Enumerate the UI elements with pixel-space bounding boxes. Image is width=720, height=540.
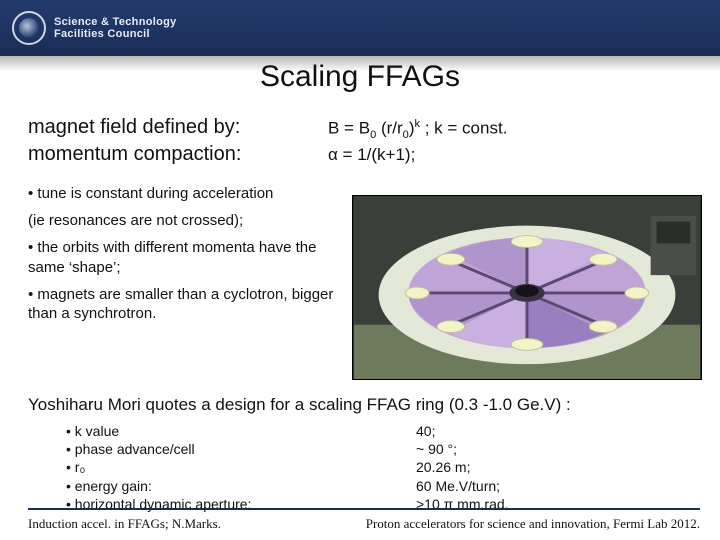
- footer-rule: [28, 508, 700, 510]
- header-bar: Science & Technology Facilities Council: [0, 0, 720, 56]
- def-label-0: magnet field defined by:: [28, 116, 308, 139]
- param-value-2: 20.26 m;: [416, 458, 509, 476]
- org-name: Science & Technology Facilities Council: [54, 16, 177, 40]
- bullet-0: • tune is constant during acceleration: [28, 184, 338, 203]
- ffag-svg: [353, 196, 701, 379]
- param-label-4: • horizontal dynamic aperture:: [66, 495, 416, 513]
- param-label-3: • energy gain:: [66, 477, 416, 495]
- params-block: • k value • phase advance/cell • r₀ • en…: [66, 422, 700, 513]
- params-values: 40; ~ 90 °; 20.26 m; 60 Me.V/turn; >10 π…: [416, 422, 509, 513]
- def-value-1: α = 1/(k+1);: [328, 145, 507, 165]
- org-line1: Science & Technology: [54, 16, 177, 28]
- def-value-0: B = B0 (r/r0)k ; k = const.: [328, 118, 507, 141]
- design-quote: Yoshiharu Mori quotes a design for a sca…: [28, 395, 700, 415]
- bullet-1: (ie resonances are not crossed);: [28, 211, 338, 230]
- param-label-0: • k value: [66, 422, 416, 440]
- param-label-2: • r₀: [66, 458, 416, 476]
- param-label-1: • phase advance/cell: [66, 440, 416, 458]
- footer-right: Proton accelerators for science and inno…: [366, 516, 700, 532]
- def-label-1: momentum compaction:: [28, 143, 308, 166]
- param-value-4: >10 π mm.rad.: [416, 495, 509, 513]
- footer-left: Induction accel. in FFAGs; N.Marks.: [28, 516, 221, 532]
- ffag-photo: [352, 195, 702, 380]
- logo-inner: [19, 18, 39, 38]
- bullet-2: • the orbits with different momenta have…: [28, 238, 338, 276]
- bullet-3: • magnets are smaller than a cyclotron, …: [28, 285, 338, 323]
- slide-title: Scaling FFAGs: [0, 60, 720, 94]
- org-logo: Science & Technology Facilities Council: [12, 11, 177, 45]
- logo-mark: [12, 11, 46, 45]
- param-value-3: 60 Me.V/turn;: [416, 477, 509, 495]
- param-value-1: ~ 90 °;: [416, 440, 509, 458]
- org-line2: Facilities Council: [54, 28, 177, 40]
- definitions-labels: magnet field defined by: momentum compac…: [28, 116, 308, 170]
- bullet-list: • tune is constant during acceleration (…: [28, 184, 338, 323]
- param-value-0: 40;: [416, 422, 509, 440]
- definitions-row: magnet field defined by: momentum compac…: [28, 116, 700, 170]
- params-labels: • k value • phase advance/cell • r₀ • en…: [66, 422, 416, 513]
- definitions-values: B = B0 (r/r0)k ; k = const. α = 1/(k+1);: [328, 116, 507, 170]
